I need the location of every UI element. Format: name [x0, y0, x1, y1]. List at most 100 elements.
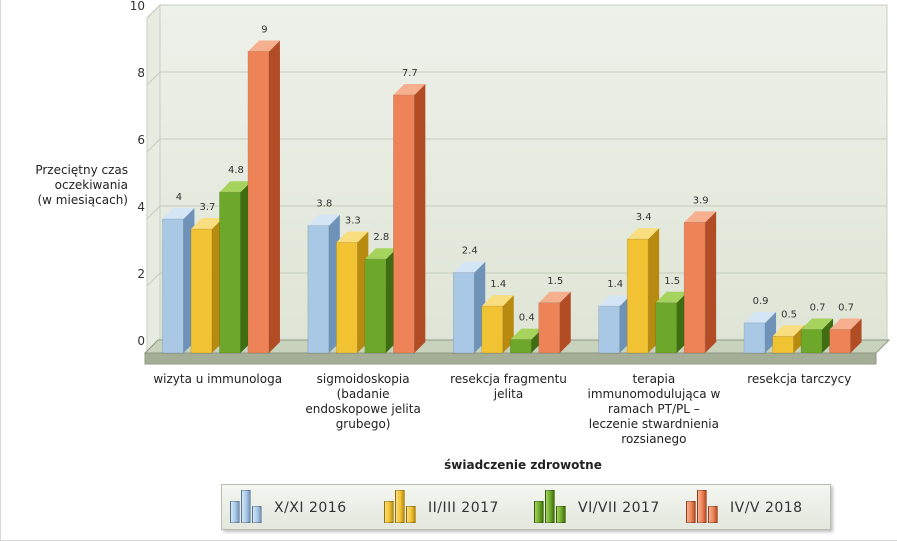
bar-top [744, 311, 777, 323]
bar-3-1 [626, 228, 660, 354]
bar-top [247, 40, 280, 52]
bar-3-3 [683, 211, 717, 354]
bar-top [336, 231, 369, 243]
bar-front [364, 258, 387, 354]
data-label: 3.8 [316, 199, 332, 210]
x-axis-title: świadczenie zdrowotne [444, 458, 602, 472]
y-tick-label-4: 4 [137, 200, 145, 214]
bar-front [481, 305, 504, 354]
bar-front [626, 238, 649, 354]
bar-0-0 [162, 208, 195, 354]
bar-1-1 [336, 231, 369, 354]
y-tick-label-2: 2 [137, 267, 145, 281]
bar-side [559, 291, 571, 353]
x-category-label: wizyta u immunologa [153, 372, 282, 386]
legend-label: VI/VII 2017 [578, 500, 660, 516]
data-label: 2.4 [462, 246, 478, 257]
plot-floor-front [144, 352, 877, 365]
bar-top [772, 325, 805, 337]
bar-top [219, 181, 252, 193]
plot-back-wall [159, 4, 888, 341]
bar-0-1 [190, 218, 223, 354]
legend-bar-icon [228, 490, 264, 525]
bar-front [829, 329, 851, 354]
gridline-side-10 [146, 4, 161, 19]
bar-1-3 [393, 84, 426, 354]
gridline-side-2 [146, 272, 161, 287]
gridline-side-6 [146, 138, 161, 153]
y-tick-label-10: 10 [130, 0, 145, 13]
bar-front [772, 335, 794, 354]
legend-label: II/III 2017 [428, 500, 499, 516]
bar-top [801, 318, 834, 330]
bar-1-0 [307, 214, 340, 354]
bar-front [683, 222, 706, 354]
data-label: 1.4 [490, 279, 506, 290]
bar-top [655, 291, 688, 303]
bar-2-3 [538, 291, 571, 354]
bar-0-2 [219, 181, 252, 354]
bar-top [684, 211, 717, 223]
legend-bar-icon [684, 490, 720, 525]
x-category-label: terapia immunomodulująca w ramach PT/PL – l… [588, 372, 721, 446]
data-label: 2.8 [373, 232, 389, 243]
bar-side [502, 295, 514, 353]
data-label: 0.7 [810, 303, 826, 314]
bar-4-3 [829, 318, 862, 354]
data-label: 1.5 [664, 276, 680, 287]
bar-3-2 [655, 291, 688, 354]
data-label: 4.8 [228, 165, 244, 176]
bar-front [452, 272, 475, 354]
data-label: 7.7 [402, 68, 418, 79]
bar-2-0 [452, 261, 486, 354]
data-label: 0.7 [838, 303, 854, 314]
legend-item: VI/VII 2017 [532, 490, 660, 525]
legend-item: II/III 2017 [382, 490, 499, 525]
gridline-side-8 [146, 71, 161, 86]
bar-1-2 [364, 248, 397, 354]
bar-front [219, 191, 241, 354]
y-tick-label-0: 0 [137, 334, 145, 348]
bar-top [538, 291, 571, 303]
bar-top [307, 214, 340, 226]
x-category-label: resekcja tarczycy [747, 372, 851, 386]
legend: X/XI 2016 II/III 2017 VI/VII 2017 IV/V 2018 [221, 484, 831, 530]
bar-4-1 [772, 325, 805, 354]
bar-front [800, 329, 823, 354]
bar-front [162, 218, 184, 354]
bar-side [268, 40, 280, 353]
data-label: 0.5 [781, 309, 797, 320]
bar-top [364, 248, 397, 260]
bar-top [598, 295, 631, 307]
data-label: 3.7 [199, 202, 215, 213]
plot-left-wall [146, 3, 161, 355]
legend-label: X/XI 2016 [274, 500, 347, 516]
legend-bar-icon [532, 490, 568, 525]
data-label: 3.9 [693, 195, 709, 206]
bar-side [850, 318, 862, 353]
y-tick-label-8: 8 [137, 66, 145, 80]
legend-label: IV/V 2018 [730, 500, 803, 516]
bar-front [655, 302, 677, 354]
legend-item: X/XI 2016 [228, 490, 347, 525]
bar-top [627, 228, 660, 240]
bar-front [307, 225, 330, 354]
data-label: 3.3 [345, 215, 361, 226]
bar-front [190, 228, 213, 354]
bar-top [393, 84, 426, 96]
bar-side [414, 84, 426, 354]
legend-item: IV/V 2018 [684, 490, 803, 525]
bar-0-3 [247, 40, 280, 354]
bar-front [538, 302, 561, 354]
data-label: 1.4 [607, 279, 623, 290]
data-label: 3.4 [636, 212, 652, 223]
y-axis-title: Przeciętny czas oczekiwania (w miesiącach) [35, 163, 128, 207]
bar-3-0 [598, 295, 631, 354]
bar-front [598, 305, 620, 354]
data-label: 0.9 [753, 296, 769, 307]
bar-front [336, 242, 358, 354]
data-label: 9 [261, 25, 267, 36]
bar-top [481, 295, 514, 307]
bar-front [509, 339, 532, 354]
